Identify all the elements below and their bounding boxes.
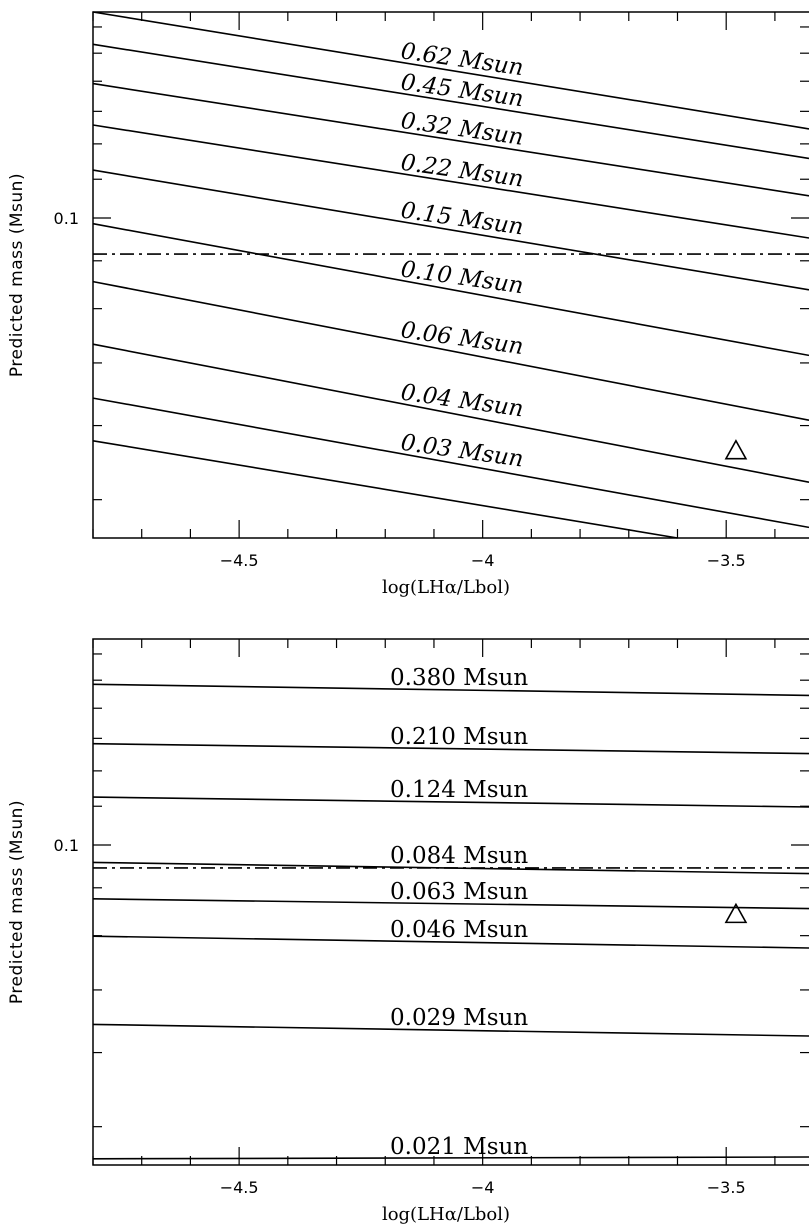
series-label: 0.10 Msun bbox=[399, 256, 525, 299]
series-line bbox=[92, 440, 678, 539]
x-tick-label: −4.5 bbox=[220, 551, 259, 570]
series-line bbox=[92, 1023, 809, 1037]
y-tick-label: 0.1 bbox=[54, 836, 79, 855]
panel-2: −4.5 −4 −3.5 0.1 log(LHα/Lbol) Predicted mass… bbox=[7, 638, 809, 1225]
series-label: 0.084 Msun bbox=[390, 843, 528, 869]
series-label: 0.124 Msun bbox=[390, 777, 528, 803]
series-label: 0.210 Msun bbox=[390, 724, 528, 750]
series-line bbox=[92, 343, 809, 483]
series-label: 0.029 Msun bbox=[390, 1005, 528, 1031]
series-label: 0.063 Msun bbox=[390, 879, 528, 905]
series-line bbox=[92, 43, 809, 160]
series-line bbox=[92, 124, 809, 239]
series-line bbox=[92, 796, 809, 808]
series-line bbox=[92, 11, 809, 130]
series-label: 0.380 Msun bbox=[390, 665, 528, 691]
series-label: 0.22 Msun bbox=[399, 150, 525, 193]
triangle-marker bbox=[724, 439, 748, 460]
panel-1: −4.5 −4 −3.5 0.1 log(LHα/Lbol) Predicted mass… bbox=[7, 11, 809, 598]
x-tick-label: −4 bbox=[471, 551, 495, 570]
series-line bbox=[92, 935, 809, 949]
series-label: 0.021 Msun bbox=[390, 1134, 528, 1160]
triangle-marker bbox=[724, 902, 748, 924]
y-axis-label: Predicted mass (Msun) bbox=[7, 173, 27, 377]
plot-frame bbox=[92, 11, 809, 539]
series-line bbox=[92, 397, 809, 529]
series-line bbox=[92, 683, 809, 697]
series-label: 0.046 Msun bbox=[390, 917, 528, 943]
x-axis-label: log(LHα/Lbol) bbox=[382, 577, 510, 598]
series-label: 0.32 Msun bbox=[399, 108, 525, 151]
x-tick-label: −3.5 bbox=[707, 551, 746, 570]
series-line bbox=[92, 898, 809, 910]
x-tick-label: −4.5 bbox=[220, 1178, 259, 1197]
series-line bbox=[92, 280, 809, 421]
y-axis-label: Predicted mass (Msun) bbox=[7, 800, 27, 1004]
series-line bbox=[92, 222, 809, 357]
series-line bbox=[92, 169, 809, 291]
y-tick-label: 0.1 bbox=[54, 209, 79, 228]
x-tick-label: −3.5 bbox=[707, 1178, 746, 1197]
x-tick-label: −4 bbox=[471, 1178, 495, 1197]
series-label: 0.03 Msun bbox=[399, 430, 525, 473]
x-axis-label: log(LHα/Lbol) bbox=[382, 1204, 510, 1225]
series-label: 0.15 Msun bbox=[399, 198, 525, 241]
series-line bbox=[92, 742, 809, 755]
series-line bbox=[92, 1156, 809, 1160]
plot-frame bbox=[92, 638, 809, 1166]
series-line bbox=[92, 82, 809, 197]
